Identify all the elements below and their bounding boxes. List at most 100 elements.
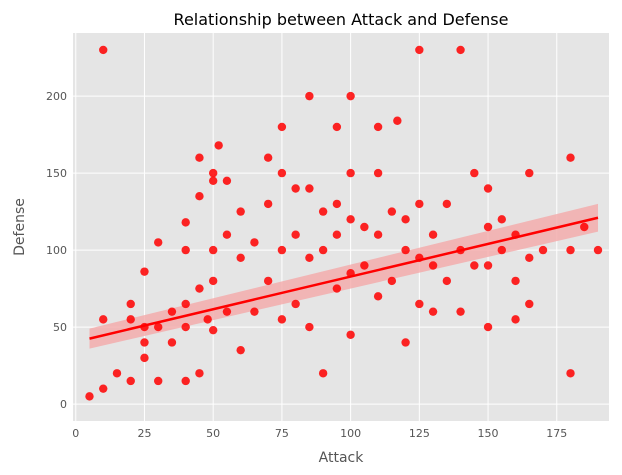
data-point (428, 307, 438, 316)
data-point (167, 338, 177, 347)
data-point (263, 199, 273, 209)
data-point (250, 307, 259, 316)
data-point (195, 369, 204, 378)
x-tick-labels: 0 25 50 75 100 125 150 175 (72, 427, 567, 440)
data-point (208, 168, 218, 178)
data-point (401, 338, 410, 347)
data-point (291, 299, 300, 309)
x-tick-label: 150 (478, 427, 499, 440)
y-tick-label: 0 (60, 398, 67, 411)
data-point (580, 222, 589, 232)
data-point (99, 45, 108, 55)
data-point (393, 116, 402, 125)
data-point (291, 184, 300, 193)
data-point (222, 176, 232, 186)
data-point (318, 245, 328, 255)
data-point (525, 168, 534, 178)
data-points (85, 45, 603, 401)
data-point (263, 276, 273, 286)
data-point (511, 276, 520, 286)
data-point (497, 215, 506, 224)
data-point (305, 184, 314, 193)
data-point (195, 192, 204, 201)
data-point (277, 245, 287, 255)
data-point (428, 230, 438, 239)
data-point (126, 376, 135, 386)
data-point (203, 315, 212, 324)
y-tick-label: 200 (46, 90, 67, 103)
ci-band (89, 203, 599, 349)
data-point (99, 384, 108, 393)
data-point (99, 315, 108, 324)
data-point (208, 276, 218, 286)
data-point (181, 245, 190, 255)
data-point (332, 230, 342, 239)
data-point (483, 261, 493, 270)
data-point (140, 338, 149, 347)
data-point (538, 245, 548, 255)
data-point (277, 315, 287, 324)
data-point (566, 369, 575, 378)
data-point (181, 322, 190, 332)
data-point (236, 207, 245, 216)
data-point (415, 199, 424, 209)
data-point (181, 376, 190, 386)
data-point (566, 245, 575, 255)
data-point (332, 199, 342, 209)
data-point (126, 315, 135, 324)
data-point (126, 299, 135, 309)
data-point (222, 230, 232, 239)
data-point (236, 345, 245, 355)
data-point (456, 45, 465, 55)
data-point (442, 276, 452, 286)
data-point (236, 253, 245, 262)
x-tick-label: 25 (137, 427, 151, 440)
data-point (387, 276, 397, 286)
x-tick-label: 100 (340, 427, 361, 440)
y-tick-labels: 0 50 100 150 200 (46, 90, 67, 411)
data-point (346, 215, 355, 224)
data-point (401, 245, 410, 255)
data-point (511, 315, 520, 324)
fit-line (89, 216, 599, 340)
data-point (346, 168, 355, 178)
data-point (222, 307, 232, 316)
data-point (318, 369, 328, 378)
data-point (360, 261, 369, 270)
data-point (470, 168, 479, 178)
data-point (497, 245, 506, 255)
data-point (195, 284, 204, 293)
data-point (208, 176, 218, 186)
data-point (305, 91, 314, 101)
data-point (415, 299, 424, 309)
data-point (593, 245, 603, 255)
data-point (277, 168, 287, 178)
data-point (112, 369, 122, 378)
y-tick-label: 50 (53, 321, 67, 334)
data-point (154, 238, 163, 247)
x-tick-label: 125 (409, 427, 430, 440)
data-point (360, 222, 369, 232)
data-point (470, 261, 479, 270)
data-point (456, 307, 465, 316)
data-point (483, 184, 493, 193)
x-tick-label: 175 (546, 427, 567, 440)
data-point (566, 153, 575, 162)
data-point (208, 325, 218, 335)
chart-title: Relationship between Attack and Defense (174, 10, 509, 29)
x-tick-label: 50 (206, 427, 220, 440)
data-point (373, 122, 383, 132)
data-point (305, 322, 314, 332)
data-point (318, 207, 328, 216)
data-point (525, 299, 534, 309)
data-point (305, 253, 314, 262)
data-point (415, 45, 424, 55)
data-point (525, 253, 534, 262)
data-point (181, 218, 190, 227)
data-point (332, 284, 342, 293)
grid-lines (73, 33, 609, 421)
data-point (154, 322, 163, 332)
data-point (373, 230, 383, 239)
data-point (208, 245, 218, 255)
data-point (373, 292, 383, 301)
